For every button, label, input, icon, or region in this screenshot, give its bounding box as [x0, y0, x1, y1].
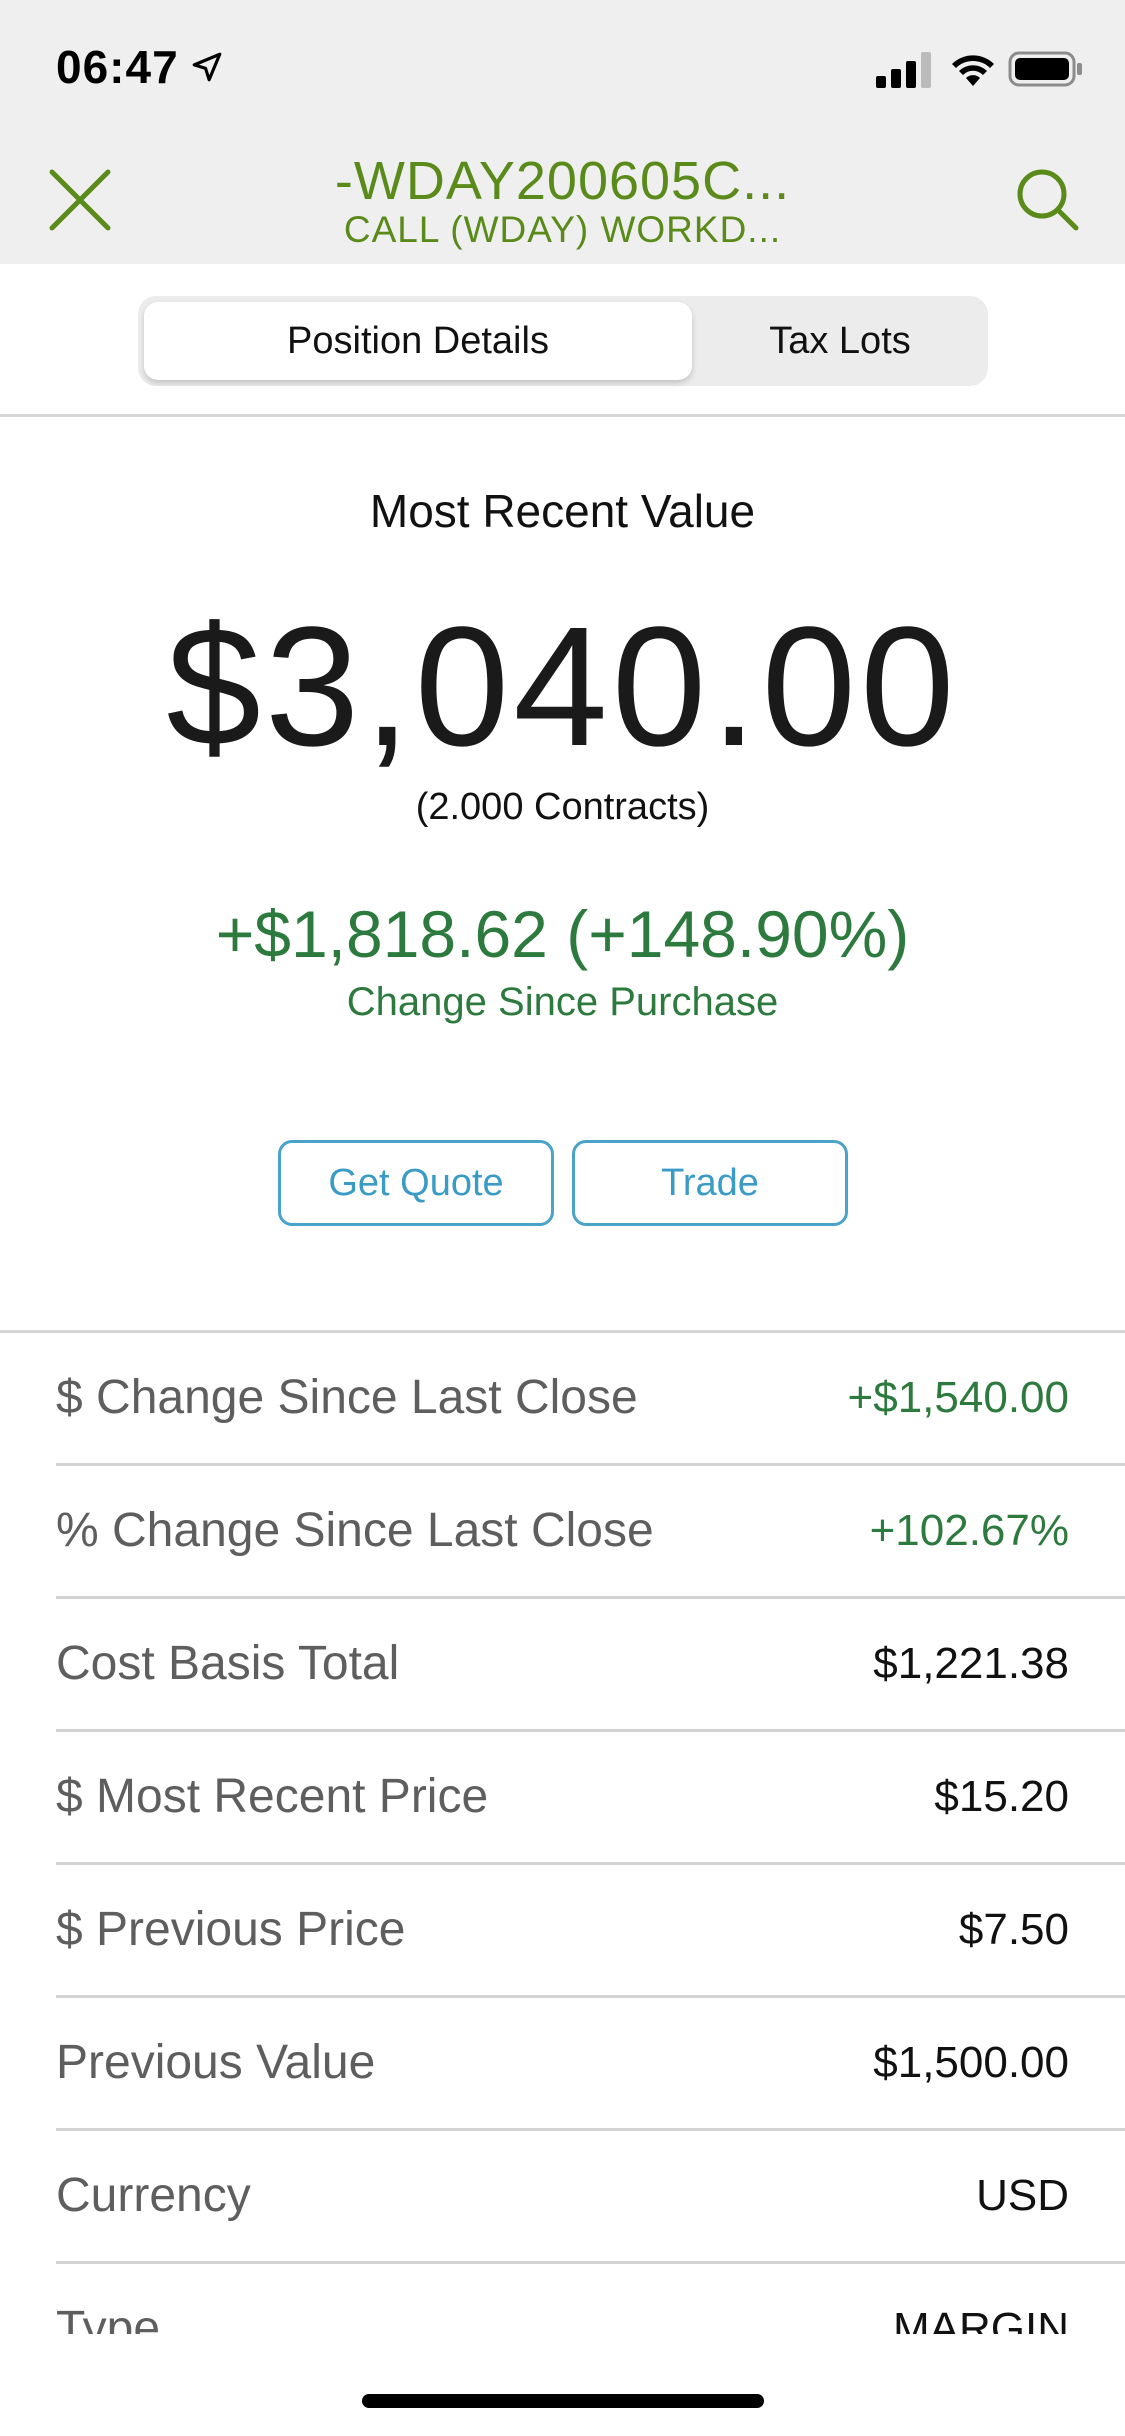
search-icon[interactable]	[1010, 162, 1086, 238]
detail-row: % Change Since Last Close +102.67%	[56, 1466, 1125, 1599]
detail-row: $ Previous Price $7.50	[56, 1865, 1125, 1998]
divider	[0, 1330, 1125, 1333]
status-time: 06:47	[56, 41, 179, 93]
detail-value: $1,221.38	[873, 1639, 1069, 1688]
symbol-title: -WDAY200605C...	[334, 151, 791, 211]
tab-position-details[interactable]: Position Details	[144, 302, 692, 380]
detail-value: +102.67%	[869, 1506, 1069, 1555]
detail-row: Cost Basis Total $1,221.38	[56, 1599, 1125, 1732]
detail-value: USD	[976, 2171, 1069, 2220]
detail-label: $ Most Recent Price	[56, 1770, 489, 1823]
detail-label: % Change Since Last Close	[56, 1504, 654, 1557]
detail-label: Previous Value	[56, 2036, 376, 2089]
detail-label: Currency	[56, 2169, 251, 2222]
change-since-purchase-label: Change Since Purchase	[346, 980, 779, 1024]
detail-value: MARGIN	[893, 2304, 1069, 2334]
segmented-control: Position Details Tax Lots	[138, 296, 988, 386]
most-recent-value-label: Most Recent Value	[369, 485, 756, 537]
cellular-signal-icon	[876, 52, 931, 88]
change-since-purchase-value: +$1,818.62 (+148.90%)	[215, 897, 910, 971]
detail-row: $ Most Recent Price $15.20	[56, 1732, 1125, 1865]
trade-button[interactable]: Trade	[572, 1140, 848, 1226]
divider	[0, 414, 1125, 417]
details-list[interactable]: $ Change Since Last Close +$1,540.00 % C…	[0, 1333, 1125, 2334]
status-bar: 06:47	[0, 0, 1125, 132]
detail-label: $ Previous Price	[56, 1903, 406, 1956]
home-indicator[interactable]	[362, 2394, 764, 2408]
most-recent-value: $3,040.00	[166, 592, 959, 782]
close-icon[interactable]	[42, 162, 118, 238]
detail-row: Currency USD	[56, 2131, 1125, 2264]
location-arrow-icon	[192, 52, 222, 82]
tab-tax-lots[interactable]: Tax Lots	[769, 320, 911, 362]
detail-label: Type	[56, 2302, 161, 2334]
detail-label: $ Change Since Last Close	[56, 1371, 638, 1424]
nav-bar: -WDAY200605C... CALL (WDAY) WORKD...	[0, 132, 1125, 264]
detail-row: $ Change Since Last Close +$1,540.00	[56, 1333, 1125, 1466]
detail-value: $15.20	[934, 1772, 1069, 1821]
detail-label: Cost Basis Total	[56, 1637, 400, 1690]
detail-value: +$1,540.00	[847, 1373, 1069, 1422]
nav-title: -WDAY200605C... CALL (WDAY) WORKD...	[200, 152, 925, 250]
battery-icon	[1008, 51, 1082, 87]
detail-value: $7.50	[958, 1905, 1069, 1954]
detail-row: Previous Value $1,500.00	[56, 1998, 1125, 2131]
symbol-subtitle: CALL (WDAY) WORKD...	[343, 209, 782, 250]
detail-row: Type MARGIN	[56, 2264, 1125, 2334]
detail-value: $1,500.00	[873, 2038, 1069, 2087]
contracts-count: (2.000 Contracts)	[415, 786, 710, 828]
get-quote-button[interactable]: Get Quote	[278, 1140, 554, 1226]
wifi-icon	[952, 55, 994, 86]
